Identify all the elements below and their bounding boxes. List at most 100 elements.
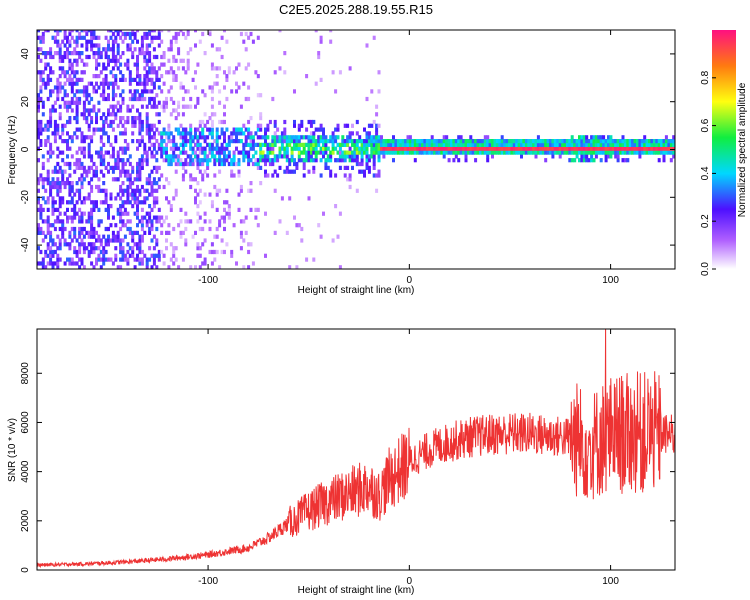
spectrogram-cell xyxy=(150,39,154,44)
spectrogram-cell xyxy=(61,234,65,239)
spectrogram-cell xyxy=(126,200,130,205)
spectrogram-cell xyxy=(140,257,144,262)
spectrogram-cell xyxy=(143,96,147,102)
spectrogram-cell xyxy=(123,139,127,144)
spectrogram-cell xyxy=(223,85,226,90)
spectrogram-cell xyxy=(309,119,313,125)
spectrogram-cell xyxy=(133,188,137,193)
spectrogram-cell xyxy=(189,184,193,190)
spectrogram-cell xyxy=(143,81,147,86)
spectrogram-cell xyxy=(49,150,53,155)
spectrogram-cell xyxy=(143,146,147,151)
spectrogram-cell xyxy=(300,158,304,163)
spectrogram-cell xyxy=(213,173,217,178)
spectrogram-cell xyxy=(58,104,62,109)
spectrogram-cell xyxy=(90,47,94,52)
spectrogram-cell xyxy=(184,211,188,216)
spectrogram-cell xyxy=(534,142,538,147)
spectrogram-cell xyxy=(430,142,434,147)
spectrogram-cell xyxy=(611,142,615,147)
spectrogram-cell xyxy=(285,135,289,140)
spectrogram-cell xyxy=(46,181,50,186)
spectrogram-cell xyxy=(539,150,543,155)
spectrogram-cell xyxy=(278,165,282,170)
spectrogram-cell xyxy=(285,142,289,147)
spectrogram-cell xyxy=(138,169,142,174)
spectrogram-cell xyxy=(220,238,224,243)
spectrogram-cell xyxy=(631,139,635,144)
spectrogram-cell xyxy=(404,146,408,151)
spectrogram-cell xyxy=(145,223,149,228)
spectrogram-cell xyxy=(650,150,654,155)
spectrogram-cell xyxy=(80,230,84,235)
spectrogram-cell xyxy=(239,150,243,155)
spectrogram-cell xyxy=(358,150,362,155)
spectrogram-cell xyxy=(75,150,79,155)
spectrogram-cell xyxy=(421,139,424,144)
spectrogram-cell xyxy=(254,161,258,167)
spectrogram-cell xyxy=(186,104,190,109)
spectrogram-cell xyxy=(68,66,72,71)
spectrogram-cell xyxy=(49,112,53,117)
spectrogram-cell xyxy=(360,154,364,159)
spectrogram-cell xyxy=(590,146,594,151)
spectrogram-cell xyxy=(41,165,45,170)
spectrogram-cell xyxy=(227,207,231,212)
spectrogram-cell xyxy=(375,131,379,136)
spectrogram-cell xyxy=(288,158,292,163)
spectrogram-cell xyxy=(126,188,130,193)
spectrogram-cell xyxy=(51,211,55,216)
spectrogram-cell xyxy=(247,35,251,40)
spectrogram-cell xyxy=(131,119,135,125)
spectrogram-cell xyxy=(133,62,137,67)
spectrogram-cell xyxy=(585,146,589,151)
colorbar-tick-label: 0.4 xyxy=(700,166,711,180)
spectrogram-cell xyxy=(68,200,72,205)
spectrogram-cell xyxy=(235,146,238,151)
spectrogram-cell xyxy=(491,142,494,147)
spectrogram-cell xyxy=(51,54,55,60)
spectrogram-cell xyxy=(75,161,79,167)
spectrogram-cell xyxy=(329,154,333,159)
spectrogram-cell xyxy=(223,131,226,136)
spectrogram-cell xyxy=(46,77,50,82)
spectrogram-cell xyxy=(377,154,381,159)
spectrogram-cell xyxy=(346,154,350,159)
spectrogram-cell xyxy=(223,154,226,159)
spectrogram-cell xyxy=(259,127,263,132)
spectrogram-cell xyxy=(319,135,323,140)
spectrogram-cell xyxy=(123,31,127,37)
spectrogram-cell xyxy=(256,123,260,128)
spectrogram-cell xyxy=(293,119,296,125)
spectrogram-cell xyxy=(607,135,610,140)
spectrogram-cell xyxy=(140,135,144,140)
spectrogram-cell xyxy=(462,139,466,144)
spectrogram-cell xyxy=(68,165,72,170)
spectrogram-cell xyxy=(41,100,45,105)
spectrogram-cell xyxy=(322,135,325,140)
spectrogram-cell xyxy=(75,249,79,255)
spectrogram-cell xyxy=(237,85,241,90)
spectrogram-cell xyxy=(312,139,316,144)
spectrogram-cell xyxy=(131,246,135,251)
spectrogram-cell xyxy=(343,173,347,178)
spectrogram-cell xyxy=(68,31,72,37)
spectrogram-cell xyxy=(73,39,77,44)
spectrogram-cell xyxy=(160,154,164,159)
spectrogram-cell xyxy=(148,100,152,105)
spectrogram-cell xyxy=(152,142,156,147)
spectrogram-cell xyxy=(97,238,101,243)
spectrogram-cell xyxy=(309,139,313,144)
spectrogram-cell xyxy=(633,146,637,151)
spectrogram-cell xyxy=(201,226,205,232)
spectrogram-cell xyxy=(56,31,60,37)
spectrogram-cell xyxy=(82,35,86,40)
spectrogram-cell xyxy=(375,123,379,128)
spectrogram-cell xyxy=(669,150,673,155)
spectrogram-cell xyxy=(300,123,304,128)
spectrogram-cell xyxy=(39,119,43,125)
spectrogram-cell xyxy=(41,207,45,212)
spectrogram-cell xyxy=(314,158,318,163)
y-tick-label: 40 xyxy=(20,48,31,60)
spectrogram-cell xyxy=(58,165,62,170)
